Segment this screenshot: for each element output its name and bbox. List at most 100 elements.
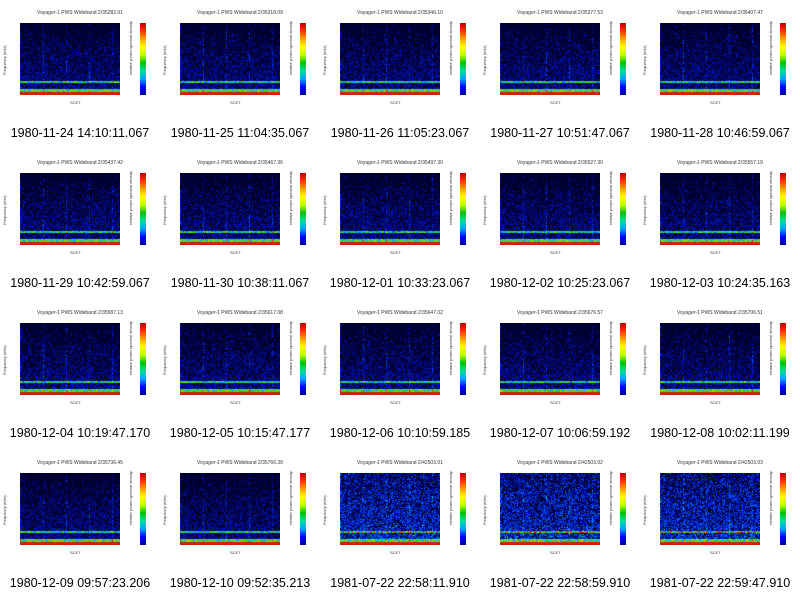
y-axis-label: Frequency (kHz)	[642, 45, 647, 75]
panel-caption: 1980-12-04 10:19:47.170	[0, 426, 160, 440]
panel-title: Voyager-1 PWS Wideband 2/35377.53	[480, 10, 640, 16]
colorbar	[460, 23, 466, 95]
colorbar	[140, 173, 146, 245]
panel-title: Voyager-1 PWS Wideband 2/35557.19	[640, 160, 800, 166]
panel-caption: 1980-11-28 10:46:59.067	[640, 126, 800, 140]
spectrogram-panel[interactable]: Voyager-1 PWS Wideband 2/35377.53 Freque…	[480, 0, 640, 149]
colorbar	[140, 23, 146, 95]
y-axis-label: Frequency (kHz)	[162, 195, 167, 225]
spectrogram-panel[interactable]: Voyager-1 PWS Wideband 2/35617.08 Freque…	[160, 300, 320, 449]
panel-caption: 1980-11-29 10:42:59.067	[0, 276, 160, 290]
spectrogram-panel[interactable]: Voyager-1 PWS Wideband 2/35766.39 Freque…	[160, 450, 320, 599]
y-axis-label: Frequency (kHz)	[642, 345, 647, 375]
spectrogram-panel[interactable]: Voyager-1 PWS Wideband 2/35587.13 Freque…	[0, 300, 160, 449]
spectrogram-panel[interactable]: Voyager-1 PWS Wideband 2/35527.30 Freque…	[480, 150, 640, 299]
panel-caption: 1980-12-10 09:52:35.213	[160, 576, 320, 590]
y-axis-label: Frequency (kHz)	[2, 195, 7, 225]
colorbar	[620, 173, 626, 245]
y-axis-label: Frequency (kHz)	[322, 495, 327, 525]
x-axis-label: SCET	[70, 400, 81, 405]
spectrogram-panel[interactable]: Voyager-1 PWS Wideband 2/35557.19 Freque…	[640, 150, 800, 299]
spectrogram-panel[interactable]: Voyager-1 PWS Wideband 2/35736.45 Freque…	[0, 450, 160, 599]
colorbar-label: relative power spectral density	[448, 21, 453, 75]
panel-caption: 1980-12-09 09:57:23.206	[0, 576, 160, 590]
spectrogram-image	[180, 323, 280, 395]
panel-title: Voyager-1 PWS Wideband 2/35706.51	[640, 310, 800, 316]
panel-title: Voyager-1 PWS Wideband 2/35736.45	[0, 460, 160, 466]
x-axis-label: SCET	[390, 250, 401, 255]
panel-caption: 1980-11-24 14:10:11.067	[0, 126, 160, 140]
colorbar-label: relative power spectral density	[608, 471, 613, 525]
spectrogram-image	[660, 473, 760, 545]
colorbar-label: relative power spectral density	[608, 171, 613, 225]
panel-caption: 1980-12-03 10:24:35.163	[640, 276, 800, 290]
panel-title: Voyager-1 PWS Wideband 2/35407.47	[640, 10, 800, 16]
panel-caption: 1980-11-26 11:05:23.067	[320, 126, 480, 140]
colorbar-label: relative power spectral density	[448, 171, 453, 225]
colorbar	[140, 323, 146, 395]
spectrogram-image	[660, 323, 760, 395]
spectrogram-image	[660, 23, 760, 95]
spectrogram-image	[180, 473, 280, 545]
colorbar-label: relative power spectral density	[288, 21, 293, 75]
y-axis-label: Frequency (kHz)	[642, 495, 647, 525]
spectrogram-image	[500, 23, 600, 95]
spectrogram-panel[interactable]: Voyager-1 PWS Wideband 2/42503.03 Freque…	[640, 450, 800, 599]
spectrogram-image	[340, 473, 440, 545]
panel-title: Voyager-1 PWS Wideband 2/42503.01	[320, 460, 480, 466]
spectrogram-panel[interactable]: Voyager-1 PWS Wideband 2/42503.01 Freque…	[320, 450, 480, 599]
x-axis-label: SCET	[230, 100, 241, 105]
spectrogram-panel[interactable]: Voyager-1 PWS Wideband 2/35676.57 Freque…	[480, 300, 640, 449]
x-axis-label: SCET	[390, 400, 401, 405]
colorbar	[460, 323, 466, 395]
spectrogram-panel[interactable]: Voyager-1 PWS Wideband 2/35497.30 Freque…	[320, 150, 480, 299]
spectrogram-image	[500, 473, 600, 545]
panel-title: Voyager-1 PWS Wideband 2/35676.57	[480, 310, 640, 316]
spectrogram-panel[interactable]: Voyager-1 PWS Wideband 2/35437.42 Freque…	[0, 150, 160, 299]
y-axis-label: Frequency (kHz)	[2, 45, 7, 75]
colorbar-label: relative power spectral density	[768, 21, 773, 75]
y-axis-label: Frequency (kHz)	[642, 195, 647, 225]
colorbar-label: relative power spectral density	[128, 21, 133, 75]
panel-caption: 1980-12-06 10:10:59.185	[320, 426, 480, 440]
x-axis-label: SCET	[70, 550, 81, 555]
spectrogram-image	[180, 173, 280, 245]
x-axis-label: SCET	[230, 550, 241, 555]
y-axis-label: Frequency (kHz)	[482, 495, 487, 525]
spectrogram-panel[interactable]: Voyager-1 PWS Wideband 2/42503.02 Freque…	[480, 450, 640, 599]
x-axis-label: SCET	[390, 100, 401, 105]
panel-title: Voyager-1 PWS Wideband 2/35766.39	[160, 460, 320, 466]
panel-title: Voyager-1 PWS Wideband 2/42503.03	[640, 460, 800, 466]
colorbar	[300, 173, 306, 245]
panel-caption: 1981-07-22 22:59:47.910	[640, 576, 800, 590]
spectrogram-panel[interactable]: Voyager-1 PWS Wideband 2/35467.36 Freque…	[160, 150, 320, 299]
spectrogram-panel[interactable]: Voyager-1 PWS Wideband 2/35346.10 Freque…	[320, 0, 480, 149]
colorbar	[300, 473, 306, 545]
colorbar	[780, 473, 786, 545]
x-axis-label: SCET	[550, 400, 561, 405]
spectrogram-image	[340, 23, 440, 95]
x-axis-label: SCET	[390, 550, 401, 555]
panel-title: Voyager-1 PWS Wideband 2/35318.09	[160, 10, 320, 16]
x-axis-label: SCET	[550, 550, 561, 555]
spectrogram-panel[interactable]: Voyager-1 PWS Wideband 2/35706.51 Freque…	[640, 300, 800, 449]
x-axis-label: SCET	[70, 250, 81, 255]
y-axis-label: Frequency (kHz)	[322, 195, 327, 225]
spectrogram-panel[interactable]: Voyager-1 PWS Wideband 2/35282.01 Freque…	[0, 0, 160, 149]
colorbar-label: relative power spectral density	[288, 471, 293, 525]
panel-title: Voyager-1 PWS Wideband 2/35497.30	[320, 160, 480, 166]
y-axis-label: Frequency (kHz)	[2, 345, 7, 375]
colorbar	[620, 23, 626, 95]
colorbar-label: relative power spectral density	[768, 321, 773, 375]
spectrogram-panel[interactable]: Voyager-1 PWS Wideband 2/35647.02 Freque…	[320, 300, 480, 449]
spectrogram-image	[20, 23, 120, 95]
y-axis-label: Frequency (kHz)	[482, 195, 487, 225]
colorbar-label: relative power spectral density	[768, 171, 773, 225]
spectrogram-panel[interactable]: Voyager-1 PWS Wideband 2/35407.47 Freque…	[640, 0, 800, 149]
panel-title: Voyager-1 PWS Wideband 2/35282.01	[0, 10, 160, 16]
panel-caption: 1980-12-05 10:15:47.177	[160, 426, 320, 440]
spectrogram-panel[interactable]: Voyager-1 PWS Wideband 2/35318.09 Freque…	[160, 0, 320, 149]
spectrogram-image	[20, 323, 120, 395]
panel-caption: 1981-07-22 22:58:11.910	[320, 576, 480, 590]
colorbar	[460, 473, 466, 545]
